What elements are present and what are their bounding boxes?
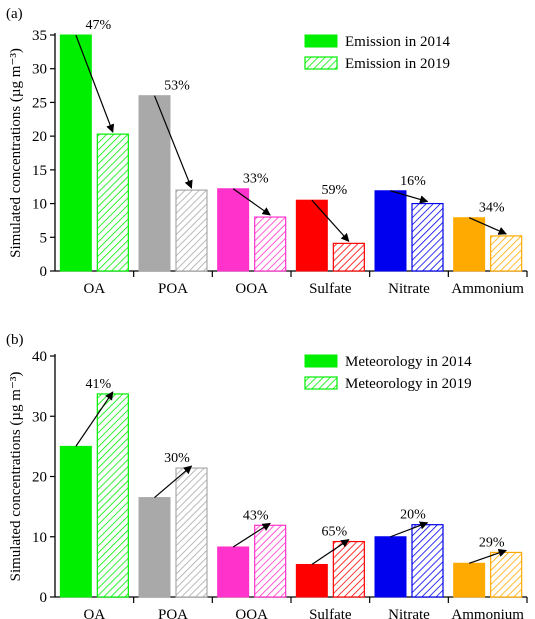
x-tick-label: OOA [235, 607, 268, 619]
bar-ooa-series-1 [217, 546, 250, 598]
change-arrow [468, 548, 507, 564]
change-annotation: 47% [85, 18, 111, 33]
legend: Meteorology in 2014 Meteorology in 2019 [304, 354, 472, 392]
y-tick-label: 20 [32, 470, 47, 486]
x-tick-label: OA [83, 281, 105, 297]
panel-label: (a) [6, 6, 23, 22]
bar-sulfate-series-2 [332, 242, 365, 272]
x-tick-label: OA [83, 607, 105, 619]
change-arrow [232, 522, 271, 548]
legend-label: Meteorology in 2014 [345, 354, 472, 370]
bar-nitrate-series-2 [411, 202, 444, 272]
panel-label: (b) [6, 332, 24, 348]
bar-oa-series-1 [59, 34, 92, 272]
bar-ammonium-series-1 [453, 562, 486, 598]
bar-ooa-series-2 [254, 524, 287, 598]
change-annotation: 20% [400, 508, 426, 523]
bar-poa-series-2 [175, 467, 208, 598]
x-tick-label: POA [158, 281, 188, 297]
change-arrow [154, 465, 193, 499]
bar-nitrate-series-2 [411, 524, 444, 598]
x-tick-label: Sulfate [309, 281, 352, 297]
change-annotation: 33% [243, 172, 269, 187]
y-tick-label: 35 [32, 28, 47, 44]
legend-swatch-hatched [304, 56, 338, 70]
change-annotation: 59% [321, 183, 347, 198]
change-arrow [232, 188, 271, 216]
y-tick-label: 10 [32, 197, 47, 213]
change-annotation: 41% [85, 377, 111, 392]
y-tick-label: 20 [32, 129, 47, 145]
change-annotation: 65% [321, 525, 347, 540]
x-tick-label: Nitrate [388, 281, 430, 297]
bar-ammonium-series-2 [490, 235, 523, 272]
legend-label: Meteorology in 2019 [345, 376, 472, 392]
change-arrow [153, 95, 193, 189]
x-tick-label: OOA [235, 281, 268, 297]
y-tick-label: 25 [32, 95, 47, 111]
change-arrow [75, 34, 115, 133]
panel-a: (a) 0 5 10 15 20 25 30 35 Simulated concentration… [6, 6, 528, 297]
y-axis-label: Simulated concentrations (µg m⁻³) [8, 372, 24, 582]
change-annotation: 43% [243, 508, 269, 523]
y-tick-label: 30 [32, 409, 47, 425]
change-annotation: 16% [400, 174, 426, 189]
bar-ammonium-series-1 [453, 217, 486, 272]
bar-poa-series-2 [175, 189, 208, 272]
bar-ammonium-series-2 [490, 551, 523, 598]
change-annotation: 53% [164, 79, 190, 94]
y-tick-label: 15 [32, 163, 47, 179]
bar-oa-series-2 [96, 133, 129, 272]
bar-nitrate-series-1 [374, 536, 407, 598]
change-annotation: 34% [479, 201, 505, 216]
x-tick-label: Ammonium [451, 281, 524, 297]
bar-poa-series-1 [138, 497, 171, 598]
y-tick-label: 10 [32, 530, 47, 546]
bar-oa-series-2 [96, 393, 129, 598]
bar-oa-series-1 [59, 445, 92, 598]
y-tick-label: 30 [32, 62, 47, 78]
legend-swatch-solid [304, 354, 338, 368]
legend: Emission in 2014 Emission in 2019 [304, 34, 451, 72]
x-tick-label: Ammonium [451, 607, 524, 619]
bar-nitrate-series-1 [374, 190, 407, 272]
legend-label: Emission in 2019 [345, 56, 450, 72]
change-arrow [390, 521, 429, 538]
y-tick-label: 40 [32, 349, 47, 365]
x-tick-label: Sulfate [309, 607, 352, 619]
bar-sulfate-series-1 [295, 199, 328, 272]
legend-label: Emission in 2014 [345, 34, 451, 50]
y-tick-label: 5 [40, 230, 48, 246]
change-arrow [311, 539, 350, 565]
x-tick-label: POA [158, 607, 188, 619]
x-tick-label: Nitrate [388, 607, 430, 619]
change-arrow [75, 391, 114, 447]
change-annotation: 29% [479, 535, 505, 550]
bar-sulfate-series-1 [295, 563, 328, 598]
bar-poa-series-1 [138, 95, 171, 272]
change-arrow [390, 190, 429, 204]
panel-b: (b) 0 10 20 30 40 Simulated concentrations (µg… [6, 332, 528, 619]
change-arrow [468, 217, 507, 235]
bar-sulfate-series-2 [332, 540, 365, 598]
change-arrow [311, 199, 350, 242]
y-axis-label: Simulated concentrations (µg m⁻³) [8, 48, 24, 258]
y-tick-label: 0 [40, 590, 48, 606]
legend-swatch-hatched [304, 376, 338, 390]
y-tick-label: 0 [40, 264, 48, 280]
bar-ooa-series-2 [254, 216, 287, 272]
legend-swatch-solid [304, 34, 338, 48]
bar-ooa-series-1 [217, 188, 250, 272]
change-annotation: 30% [164, 451, 190, 466]
